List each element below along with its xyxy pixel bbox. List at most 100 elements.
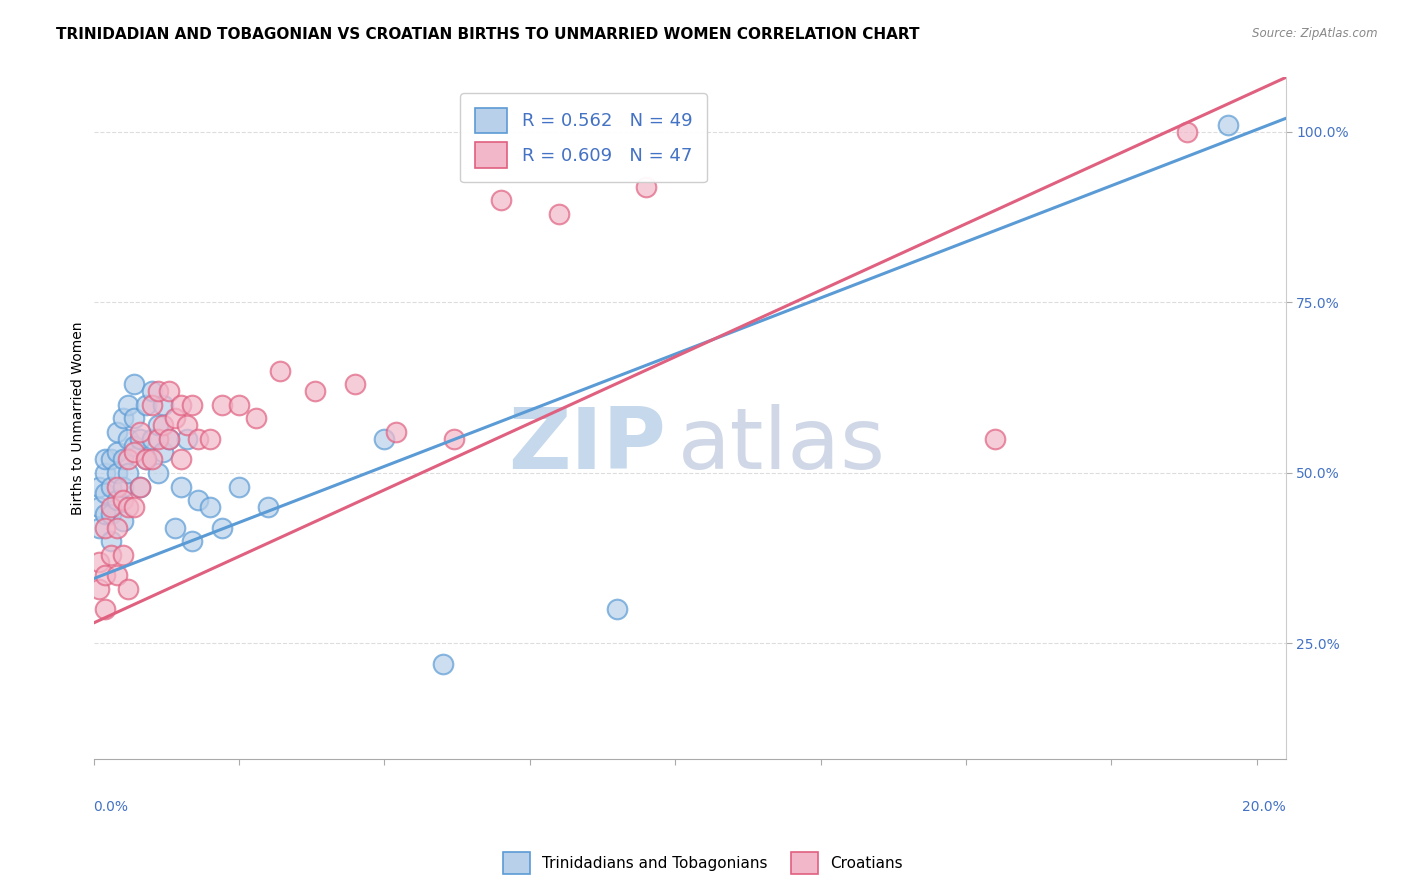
Y-axis label: Births to Unmarried Women: Births to Unmarried Women [72,322,86,516]
Point [117,452,139,467]
Point [146,466,169,480]
Point [105,425,128,439]
Point [432,657,454,671]
Point [170,479,193,493]
Point [170,398,193,412]
Point [100,452,122,467]
Point [124,500,146,514]
Text: Source: ZipAtlas.com: Source: ZipAtlas.com [1253,27,1378,40]
Point [606,602,628,616]
Point [135,452,157,467]
Point [228,398,250,412]
Point [129,432,152,446]
Point [129,479,152,493]
Point [105,466,128,480]
Point [94,602,117,616]
Point [198,432,221,446]
Point [129,479,152,493]
Legend: Trinidadians and Tobagonians, Croatians: Trinidadians and Tobagonians, Croatians [496,846,910,880]
Point [373,432,395,446]
Point [187,432,209,446]
Point [344,377,367,392]
Point [146,432,169,446]
Point [94,568,117,582]
Point [181,398,204,412]
Point [984,432,1007,446]
Point [187,493,209,508]
Text: 20.0%: 20.0% [1241,800,1285,814]
Point [489,193,512,207]
Point [111,411,134,425]
Point [117,398,139,412]
Point [111,479,134,493]
Point [94,507,117,521]
Text: 0.0%: 0.0% [94,800,128,814]
Point [94,466,117,480]
Point [117,582,139,596]
Point [89,520,111,534]
Point [94,520,117,534]
Point [105,445,128,459]
Point [385,425,408,439]
Point [269,364,291,378]
Point [100,479,122,493]
Point [105,479,128,493]
Point [89,582,111,596]
Point [181,534,204,549]
Text: TRINIDADIAN AND TOBAGONIAN VS CROATIAN BIRTHS TO UNMARRIED WOMEN CORRELATION CHA: TRINIDADIAN AND TOBAGONIAN VS CROATIAN B… [56,27,920,42]
Point [170,452,193,467]
Point [245,411,267,425]
Point [211,398,233,412]
Point [100,534,122,549]
Point [100,500,122,514]
Point [257,500,280,514]
Point [117,432,139,446]
Text: atlas: atlas [678,404,886,487]
Point [228,479,250,493]
Point [124,445,146,459]
Point [117,500,139,514]
Point [100,548,122,562]
Point [105,568,128,582]
Point [157,384,180,398]
Point [176,418,198,433]
Point [1216,118,1239,132]
Point [111,514,134,528]
Point [141,452,163,467]
Point [211,520,233,534]
Point [135,398,157,412]
Point [152,398,174,412]
Point [129,425,152,439]
Text: ZIP: ZIP [508,404,666,487]
Point [89,479,111,493]
Legend: R = 0.562   N = 49, R = 0.609   N = 47: R = 0.562 N = 49, R = 0.609 N = 47 [460,94,707,182]
Point [117,466,139,480]
Point [105,493,128,508]
Point [1175,125,1198,139]
Point [176,432,198,446]
Point [94,486,117,500]
Point [146,384,169,398]
Point [141,398,163,412]
Point [636,179,658,194]
Point [163,520,186,534]
Point [141,384,163,398]
Point [111,452,134,467]
Point [304,384,326,398]
Point [100,507,122,521]
Point [443,432,465,446]
Point [146,418,169,433]
Point [163,411,186,425]
Point [105,520,128,534]
Point [547,207,569,221]
Point [141,432,163,446]
Point [124,411,146,425]
Point [135,452,157,467]
Point [111,548,134,562]
Point [124,377,146,392]
Point [198,500,221,514]
Point [89,555,111,569]
Point [152,445,174,459]
Point [157,432,180,446]
Point [89,500,111,514]
